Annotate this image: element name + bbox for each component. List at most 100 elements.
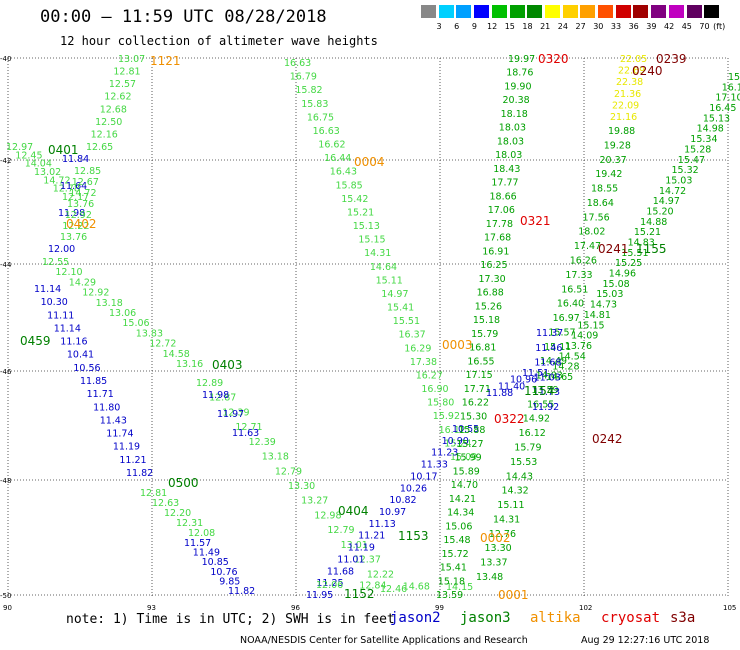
wave-height-value: 11.82 [228, 586, 255, 597]
wave-height-value: 11.97 [217, 409, 244, 420]
wave-height-value: 12.79 [327, 525, 354, 536]
wave-height-value: 12.65 [86, 142, 113, 153]
wave-height-value: 17.47 [574, 241, 601, 252]
wave-height-value: 17.78 [486, 219, 513, 230]
wave-height-value: 11.98 [202, 390, 229, 401]
legend-label: 33 [610, 22, 622, 31]
wave-height-value: 18.64 [587, 198, 614, 209]
pass-time-label: 0402 [66, 217, 97, 231]
lat-tick-label: -44 [0, 261, 12, 269]
wave-height-value: 17.30 [479, 274, 506, 285]
wave-height-value: 15.57 [548, 327, 575, 338]
wave-height-value: 11.85 [80, 376, 107, 387]
pass-time-label: 0240 [632, 64, 663, 78]
wave-height-value: 18.03 [497, 137, 524, 148]
wave-height-value: 12.63 [152, 498, 179, 509]
wave-height-value: 12.31 [176, 518, 203, 529]
wave-height-value: 12.97 [6, 142, 33, 153]
wave-height-value: 11.92 [532, 402, 559, 413]
wave-height-value: 16.63 [284, 58, 311, 69]
wave-height-value: 12.45 [15, 150, 42, 161]
wave-height-value: 15.26 [475, 301, 502, 312]
wave-height-value: 15.11 [497, 500, 524, 511]
wave-height-value: 12.37 [354, 555, 381, 566]
wave-height-value: 12.76 [489, 529, 516, 540]
wave-height-value: 10.82 [389, 495, 416, 506]
legend-swatch [651, 5, 667, 18]
wave-height-value: 14.64 [370, 262, 397, 273]
wave-height-value: 12.06 [316, 580, 343, 591]
wave-height-value: 21.36 [614, 89, 641, 100]
wave-height-value: 15.85 [336, 180, 363, 191]
pass-time-label: 0004 [354, 155, 385, 169]
wave-height-value: 13.27 [301, 496, 328, 507]
wave-height-value: 16.91 [482, 246, 509, 257]
satellite-name-jason3: jason3 [460, 610, 511, 626]
wave-height-value: 15.53 [510, 457, 537, 468]
wave-height-value: 22.09 [612, 100, 639, 111]
timestamp-text: Aug 29 12:27:16 UTC 2018 [581, 635, 710, 646]
legend-label: 3 [436, 22, 442, 31]
pass-time-label: 0002 [480, 531, 511, 545]
lat-tick-label: -46 [0, 368, 12, 376]
wave-height-value: 15.48 [443, 535, 470, 546]
wave-height-value: 15.18 [438, 576, 465, 587]
wave-height-value: 14.72 [69, 188, 96, 199]
wave-height-value: 16.79 [290, 72, 317, 83]
wave-height-value: 15.18 [473, 315, 500, 326]
wave-height-value: 12.39 [249, 437, 276, 448]
wave-height-value: 17.68 [484, 233, 511, 244]
wave-height-value: 11.82 [126, 468, 153, 479]
wave-height-value: 22.05 [620, 54, 647, 65]
wave-height-value: 12.57 [109, 79, 136, 90]
wave-height-value: 17.06 [488, 205, 515, 216]
wave-height-value: 15.21 [634, 227, 661, 238]
wave-height-value: 11.57 [184, 538, 211, 549]
legend-swatch [562, 5, 578, 18]
wave-height-value: 11.40 [498, 381, 525, 392]
wave-height-value: 14.97 [653, 196, 680, 207]
wave-height-value: 13.76 [67, 199, 94, 210]
wave-height-value: 15.13 [703, 113, 730, 124]
wave-height-value: 14.73 [590, 300, 617, 311]
pass-time-label: 0001 [498, 588, 529, 602]
wave-height-value: 15.82 [295, 85, 322, 96]
wave-height-value: 15.79 [471, 329, 498, 340]
wave-height-value: 12.81 [113, 67, 140, 78]
wave-height-value: 15.79 [514, 443, 541, 454]
wave-height-value: 11.73 [533, 387, 560, 398]
wave-height-value: 12.89 [196, 378, 223, 389]
wave-height-value: 10.56 [73, 363, 100, 374]
wave-height-value: 12.46 [380, 584, 407, 595]
wave-height-value: 18.03 [495, 150, 522, 161]
pass-time-label: 0239 [656, 52, 687, 66]
wave-height-value: 15.42 [341, 194, 368, 205]
wave-height-value: 15.72 [442, 549, 469, 560]
wave-height-value: 15.28 [684, 144, 711, 155]
legend-swatch [704, 5, 720, 18]
legend-swatch [527, 5, 543, 18]
wave-height-value: 15.92 [433, 411, 460, 422]
wave-height-value: 11.14 [34, 284, 61, 295]
wave-height-value: 15.09 [450, 452, 477, 463]
wave-height-value: 13.16 [176, 359, 203, 370]
wave-height-value: 11.51 [522, 368, 549, 379]
wave-height-value: 16.40 [557, 299, 584, 310]
wave-height-value: 15.88 [458, 425, 485, 436]
wave-height-value: 12.10 [55, 267, 82, 278]
wave-height-value: 17.15 [466, 370, 493, 381]
wave-height-value: 11.16 [60, 337, 87, 348]
wave-height-value: 16.51 [561, 284, 588, 295]
wave-height-value: 15.83 [301, 99, 328, 110]
wave-height-value: 18.43 [493, 164, 520, 175]
wave-height-value: 13.18 [96, 298, 123, 309]
legend-swatch [421, 5, 436, 18]
wave-height-value: 15.51 [621, 248, 648, 259]
wave-height-value: 20.37 [600, 155, 627, 166]
wave-height-value: 14.68 [403, 581, 430, 592]
pass-time-label: 0320 [538, 52, 569, 66]
legend-swatch [580, 5, 596, 18]
wave-height-value: 15.71 [728, 72, 740, 83]
wave-height-value: 12.20 [164, 508, 191, 519]
wave-height-value: 11.74 [106, 429, 133, 440]
